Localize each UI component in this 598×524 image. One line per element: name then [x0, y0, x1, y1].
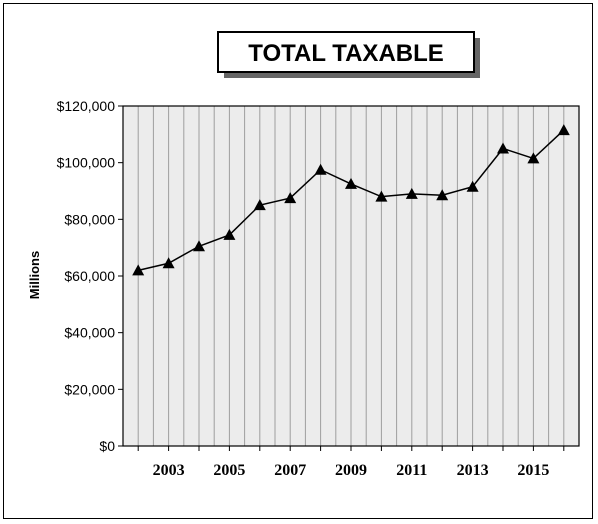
data-point	[253, 199, 266, 211]
x-tick-label: 2007	[274, 462, 306, 479]
title-box	[217, 31, 475, 73]
chart-title-box: TOTAL TAXABLE	[217, 31, 480, 78]
y-tick-label: $120,000	[57, 98, 116, 114]
data-point	[284, 192, 297, 204]
x-tick-label: 2013	[457, 462, 489, 479]
data-point	[557, 124, 570, 136]
data-point	[436, 189, 449, 201]
y-tick-label: $0	[99, 438, 115, 454]
data-point	[375, 190, 388, 202]
data-point	[527, 152, 540, 164]
x-tick-label: 2009	[335, 462, 367, 479]
y-tick-label: $40,000	[64, 325, 115, 341]
x-tick-label: 2011	[396, 462, 427, 479]
data-point	[314, 163, 327, 175]
x-tick-label: 2003	[153, 462, 185, 479]
data-point	[132, 264, 145, 276]
data-point	[162, 257, 175, 269]
y-tick-label: $80,000	[64, 211, 115, 227]
data-point	[345, 177, 357, 189]
chart-title: TOTAL TAXABLE	[248, 40, 444, 67]
x-tick-label: 2015	[517, 462, 549, 479]
x-tick-label: 2005	[213, 462, 245, 479]
plot-area: $0 $20,000 $40,000 $60,000 $80,000 $100,000 $1…	[57, 98, 580, 479]
y-tick-label: $100,000	[57, 155, 116, 171]
data-point	[193, 240, 205, 252]
data-point	[466, 180, 479, 192]
y-tick-label: $60,000	[64, 268, 115, 284]
data-point	[497, 142, 509, 154]
data-point	[405, 187, 418, 199]
data-point	[223, 228, 236, 240]
y-axis-label: Millions	[27, 251, 42, 299]
y-tick-label: $20,000	[64, 381, 115, 397]
